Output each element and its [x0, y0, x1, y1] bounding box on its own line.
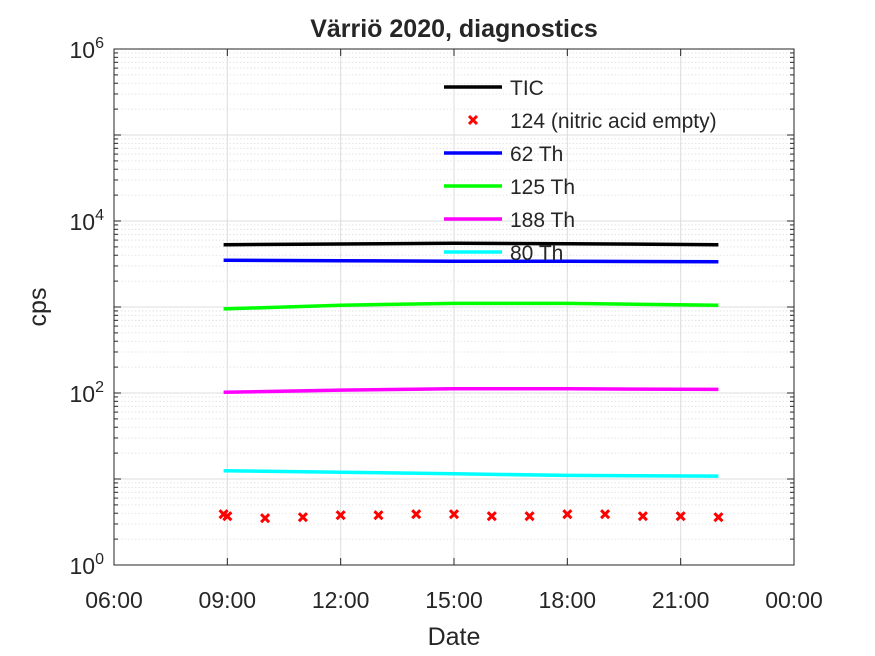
- marker-stroke: [486, 511, 497, 522]
- legend-entry: 124 (nitric acid empty): [467, 110, 717, 133]
- legend-entry: 80 Th: [444, 242, 563, 265]
- marker-stroke: [637, 511, 648, 522]
- series-line-tic: [223, 241, 719, 247]
- series-marker-124-nitric-acid-empty: [222, 511, 233, 522]
- marker-stroke: [260, 513, 271, 524]
- marker-stroke: [297, 512, 308, 523]
- marker-stroke: [448, 509, 460, 520]
- x-tick-label: 21:00: [652, 587, 710, 613]
- x-tick-label: 15:00: [425, 587, 483, 613]
- series-marker-124-nitric-acid-empty: [448, 509, 460, 520]
- marker-stroke: [373, 510, 384, 521]
- series-line-80-th: [223, 468, 719, 478]
- x-tick-label: 18:00: [539, 587, 597, 613]
- x-tick-label: 00:00: [765, 587, 823, 613]
- series-marker-124-nitric-acid-empty: [411, 509, 422, 520]
- marker-stroke: [600, 509, 611, 520]
- legend-label: 80 Th: [510, 242, 563, 265]
- series-marker-124-nitric-acid-empty: [713, 512, 724, 523]
- y-tick-label: 104: [70, 207, 105, 235]
- legend-label: 188 Th: [510, 209, 575, 232]
- x-tick-labels: 06:00 09:00 12:00 15:00 18:00 21:00 00:00: [85, 587, 823, 613]
- y-tick-label: 106: [70, 35, 105, 63]
- marker-stroke: [524, 511, 535, 522]
- series-marker-124-nitric-acid-empty: [486, 511, 497, 522]
- legend-entry: TIC: [444, 77, 544, 100]
- legend-swatch-marker: [467, 114, 479, 126]
- marker-stroke: [222, 511, 233, 522]
- ticks-layer: [113, 48, 795, 566]
- x-tick-label: 12:00: [312, 587, 370, 613]
- series-marker-124-nitric-acid-empty: [675, 511, 686, 522]
- marker-stroke: [335, 510, 346, 521]
- series-marker-124-nitric-acid-empty: [260, 513, 271, 524]
- y-tick-labels: 100 102 104 106: [70, 35, 105, 579]
- legend-label: TIC: [510, 77, 544, 100]
- legend-entry: 125 Th: [444, 176, 575, 199]
- marker-stroke: [713, 512, 724, 523]
- x-axis-label: Date: [428, 623, 481, 651]
- legend-label: 124 (nitric acid empty): [510, 110, 717, 133]
- series-line-62-th: [223, 258, 719, 264]
- series-marker-124-nitric-acid-empty: [297, 512, 308, 523]
- marker-stroke: [562, 509, 573, 520]
- series-marker-124-nitric-acid-empty: [335, 510, 346, 521]
- legend-label: 125 Th: [510, 176, 575, 199]
- y-axis-label: cps: [24, 288, 52, 327]
- x-tick-label: 09:00: [199, 587, 257, 613]
- series-marker-124-nitric-acid-empty: [524, 511, 535, 522]
- y-tick-label: 102: [70, 379, 105, 407]
- marker-stroke: [675, 511, 686, 522]
- series-marker-124-nitric-acid-empty: [373, 510, 384, 521]
- legend: TIC 124 (nitric acid empty) 62 Th 125 Th 188…: [444, 77, 717, 265]
- marker-stroke: [411, 509, 422, 520]
- legend-entry: 188 Th: [444, 209, 575, 232]
- series-marker-124-nitric-acid-empty: [637, 511, 648, 522]
- series-line-125-th: [223, 301, 719, 311]
- legend-label: 62 Th: [510, 143, 563, 166]
- series-layer: [218, 241, 724, 524]
- series-marker-124-nitric-acid-empty: [562, 509, 573, 520]
- x-tick-label: 06:00: [85, 587, 143, 613]
- y-tick-label: 100: [70, 551, 105, 579]
- series-line-188-th: [223, 387, 719, 395]
- series-marker-124-nitric-acid-empty: [600, 509, 611, 520]
- legend-entry: 62 Th: [444, 143, 563, 166]
- chart-title: Värriö 2020, diagnostics: [310, 15, 598, 43]
